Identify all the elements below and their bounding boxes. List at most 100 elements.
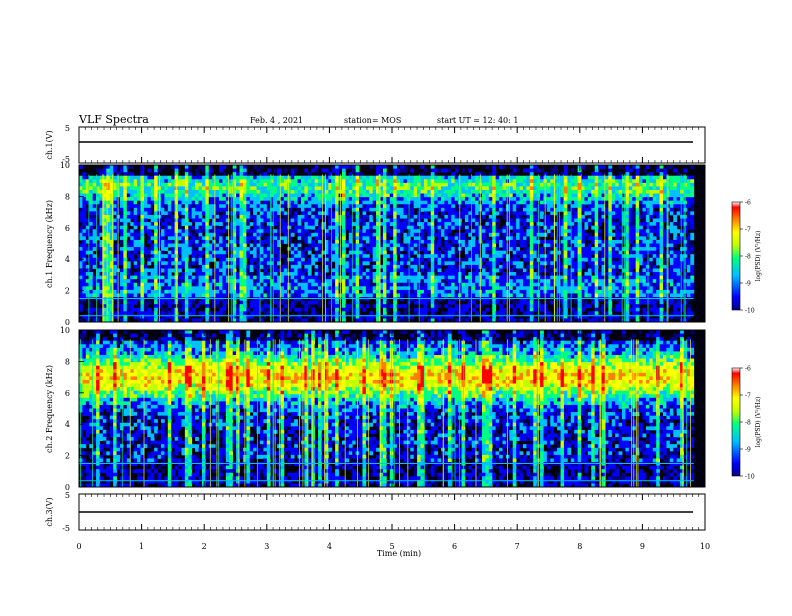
spectrogram-cell <box>160 165 165 169</box>
spectrogram-cell <box>499 318 503 323</box>
spectrogram-cell <box>492 211 497 216</box>
spectrogram-cell <box>488 175 493 180</box>
spectrogram-cell <box>154 275 158 280</box>
spectrogram-cell <box>154 211 158 216</box>
spectrogram-cell <box>256 222 261 227</box>
spectrogram-cell <box>526 200 531 205</box>
spectrogram-cell <box>232 268 237 273</box>
spectrogram-cell <box>102 272 107 277</box>
spectrogram-cell <box>382 214 387 219</box>
spectrogram-cell <box>307 314 312 319</box>
spectrogram-cell <box>324 225 329 230</box>
spectrogram-cell <box>434 193 438 198</box>
spectrogram-cell <box>294 275 298 280</box>
spectrogram-cell <box>468 218 473 223</box>
spectrogram-cell <box>328 179 333 184</box>
spectrogram-cell <box>106 243 111 248</box>
spectrogram-cell <box>99 243 104 248</box>
spectrogram-cell <box>461 232 466 237</box>
spectrogram-cell <box>386 186 391 191</box>
spectrogram-cell <box>413 179 418 184</box>
spectrogram-cell <box>140 304 145 309</box>
spectrogram-cell <box>348 282 353 287</box>
spectrogram-cell <box>205 297 210 301</box>
spectrogram-cell <box>475 247 479 252</box>
spectrogram-cell <box>522 293 527 298</box>
spectrogram-cell <box>79 261 83 266</box>
spectrogram-cell <box>369 186 374 191</box>
spectrogram-cell <box>188 268 193 273</box>
spectrogram-cell <box>119 218 124 223</box>
spectrogram-cell <box>188 311 193 316</box>
spectrogram-cell <box>191 218 196 223</box>
spectrogram-cell <box>492 282 497 287</box>
spectrogram-cell <box>273 214 278 219</box>
spectrogram-cell <box>372 254 377 259</box>
spectrogram-cell <box>130 311 135 316</box>
spectrogram-cell <box>389 243 394 248</box>
spectrogram-cell <box>485 297 490 301</box>
spectrogram-cell <box>102 193 107 198</box>
spectrogram-cell <box>205 250 210 255</box>
spectrogram-cell <box>171 239 176 244</box>
spectrogram-cell <box>273 254 278 259</box>
spectrogram-cell <box>212 218 217 223</box>
spectrogram-cell <box>365 257 370 262</box>
spectrogram-cell <box>150 318 155 323</box>
spectrogram-cell <box>232 189 237 194</box>
spectrogram-cell <box>533 272 538 277</box>
spectrogram-cell <box>215 286 220 291</box>
spectrogram-cell <box>273 189 278 194</box>
spectrogram-cell <box>82 232 87 237</box>
spectrogram-cell <box>389 247 394 252</box>
spectrogram-cell <box>92 261 97 266</box>
spectrogram-cell <box>143 214 148 219</box>
spectrogram-cell <box>348 293 353 298</box>
spectrogram-cell <box>277 214 281 219</box>
spectrogram-cell <box>348 189 353 194</box>
spectrogram-cell <box>451 279 456 284</box>
spectrogram-cell <box>403 268 408 273</box>
spectrogram-cell <box>533 207 538 212</box>
spectrogram-cell <box>201 261 206 266</box>
spectrogram-cell <box>89 222 94 227</box>
spectrogram-cell <box>294 197 298 202</box>
spectrogram-cell <box>290 279 295 284</box>
spectrogram-cell <box>471 257 476 262</box>
spectrogram-cell <box>219 182 223 187</box>
spectrogram-cell <box>184 286 189 291</box>
spectrogram-cell <box>109 257 114 262</box>
spectrogram-cell <box>92 197 97 202</box>
spectrogram-cell <box>348 165 353 169</box>
spectrogram-cell <box>239 229 244 234</box>
spectrogram-cell <box>273 229 278 234</box>
spectrogram-cell <box>294 279 298 284</box>
spectrogram-cell <box>249 275 254 280</box>
spectrogram-cell <box>389 211 394 216</box>
spectrogram-cell <box>389 272 394 277</box>
spectrogram-cell <box>393 264 398 269</box>
spectrogram-cell <box>481 197 486 202</box>
spectrogram-cell <box>341 314 346 319</box>
spectrogram-cell <box>335 186 339 191</box>
spectrogram-cell <box>113 179 117 184</box>
spectrogram-cell <box>242 272 247 277</box>
spectrogram-cell <box>167 229 172 234</box>
spectrogram-cell <box>171 314 176 319</box>
spectrogram-cell <box>208 275 213 280</box>
spectrogram-cell <box>181 243 186 248</box>
spectrogram-cell <box>526 272 531 277</box>
spectrogram-cell <box>461 307 466 312</box>
spectrogram-cell <box>188 222 193 227</box>
spectrogram-cell <box>427 297 432 301</box>
spectrogram-cell <box>420 193 425 198</box>
spectrogram-cell <box>198 165 203 169</box>
spectrogram-cell <box>260 254 264 259</box>
spectrogram-cell <box>529 261 534 266</box>
spectrogram-cell <box>481 229 486 234</box>
spectrogram-cell <box>178 207 182 212</box>
spectrogram-cell <box>102 211 107 216</box>
spectrogram-cell <box>321 268 326 273</box>
spectrogram-cell <box>437 257 442 262</box>
spectrogram-cell <box>89 304 94 309</box>
